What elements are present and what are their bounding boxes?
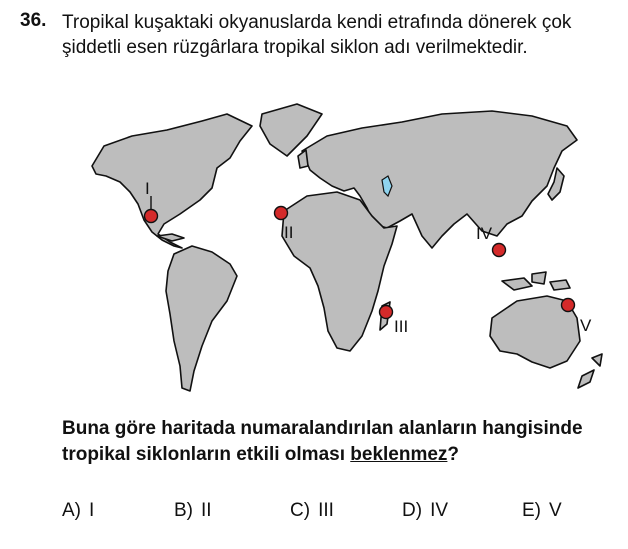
- option-b-letter: B): [174, 500, 193, 521]
- marker-i: [143, 208, 159, 224]
- marker-label-i: I: [145, 179, 150, 198]
- africa-landmass: [281, 191, 398, 352]
- question-number: 36.: [20, 10, 47, 31]
- marker-label-iv: IV: [476, 224, 493, 243]
- indonesia-islands: [501, 271, 571, 291]
- question-stem: Tropikal kuşaktaki okyanuslarda kendi et…: [62, 12, 572, 58]
- prompt-emphasis: beklenmez: [350, 444, 448, 465]
- option-a[interactable]: A) I: [62, 500, 94, 522]
- marker-ii: [273, 205, 289, 221]
- option-d-letter: D): [402, 500, 423, 521]
- option-c[interactable]: C) III: [290, 500, 334, 522]
- marker-iii: [378, 304, 394, 320]
- option-e-letter: E): [522, 500, 541, 521]
- world-map: I II III IV V: [91, 103, 603, 392]
- option-d[interactable]: D) IV: [402, 500, 448, 522]
- prompt-text: Buna göre haritada numaralandırılan alan…: [62, 418, 583, 465]
- prompt-end: ?: [447, 444, 460, 465]
- greenland-landmass: [259, 103, 323, 157]
- option-b-text: II: [201, 500, 212, 521]
- option-a-text: I: [89, 500, 95, 521]
- option-e-text: V: [549, 500, 562, 521]
- japan-islands: [547, 167, 565, 201]
- option-c-text: III: [318, 500, 334, 521]
- caspian-sea: [381, 175, 393, 198]
- north-america-landmass: [91, 113, 253, 249]
- caribbean-islands: [156, 233, 185, 242]
- south-america-landmass: [165, 245, 238, 392]
- option-d-text: IV: [430, 500, 449, 521]
- marker-label-v: V: [580, 316, 592, 335]
- option-a-letter: A): [62, 500, 81, 521]
- british-isles: [297, 149, 309, 169]
- option-c-letter: C): [290, 500, 311, 521]
- marker-iv: [491, 242, 507, 258]
- new-zealand-islands: [577, 353, 603, 389]
- option-b[interactable]: B) II: [174, 500, 212, 522]
- marker-label-iii: III: [394, 317, 408, 336]
- marker-v: [560, 297, 576, 313]
- marker-label-ii: II: [284, 223, 293, 242]
- question-prompt: Buna göre haritada numaralandırılan alan…: [62, 416, 602, 468]
- australia-landmass: [489, 295, 581, 369]
- option-e[interactable]: E) V: [522, 500, 562, 522]
